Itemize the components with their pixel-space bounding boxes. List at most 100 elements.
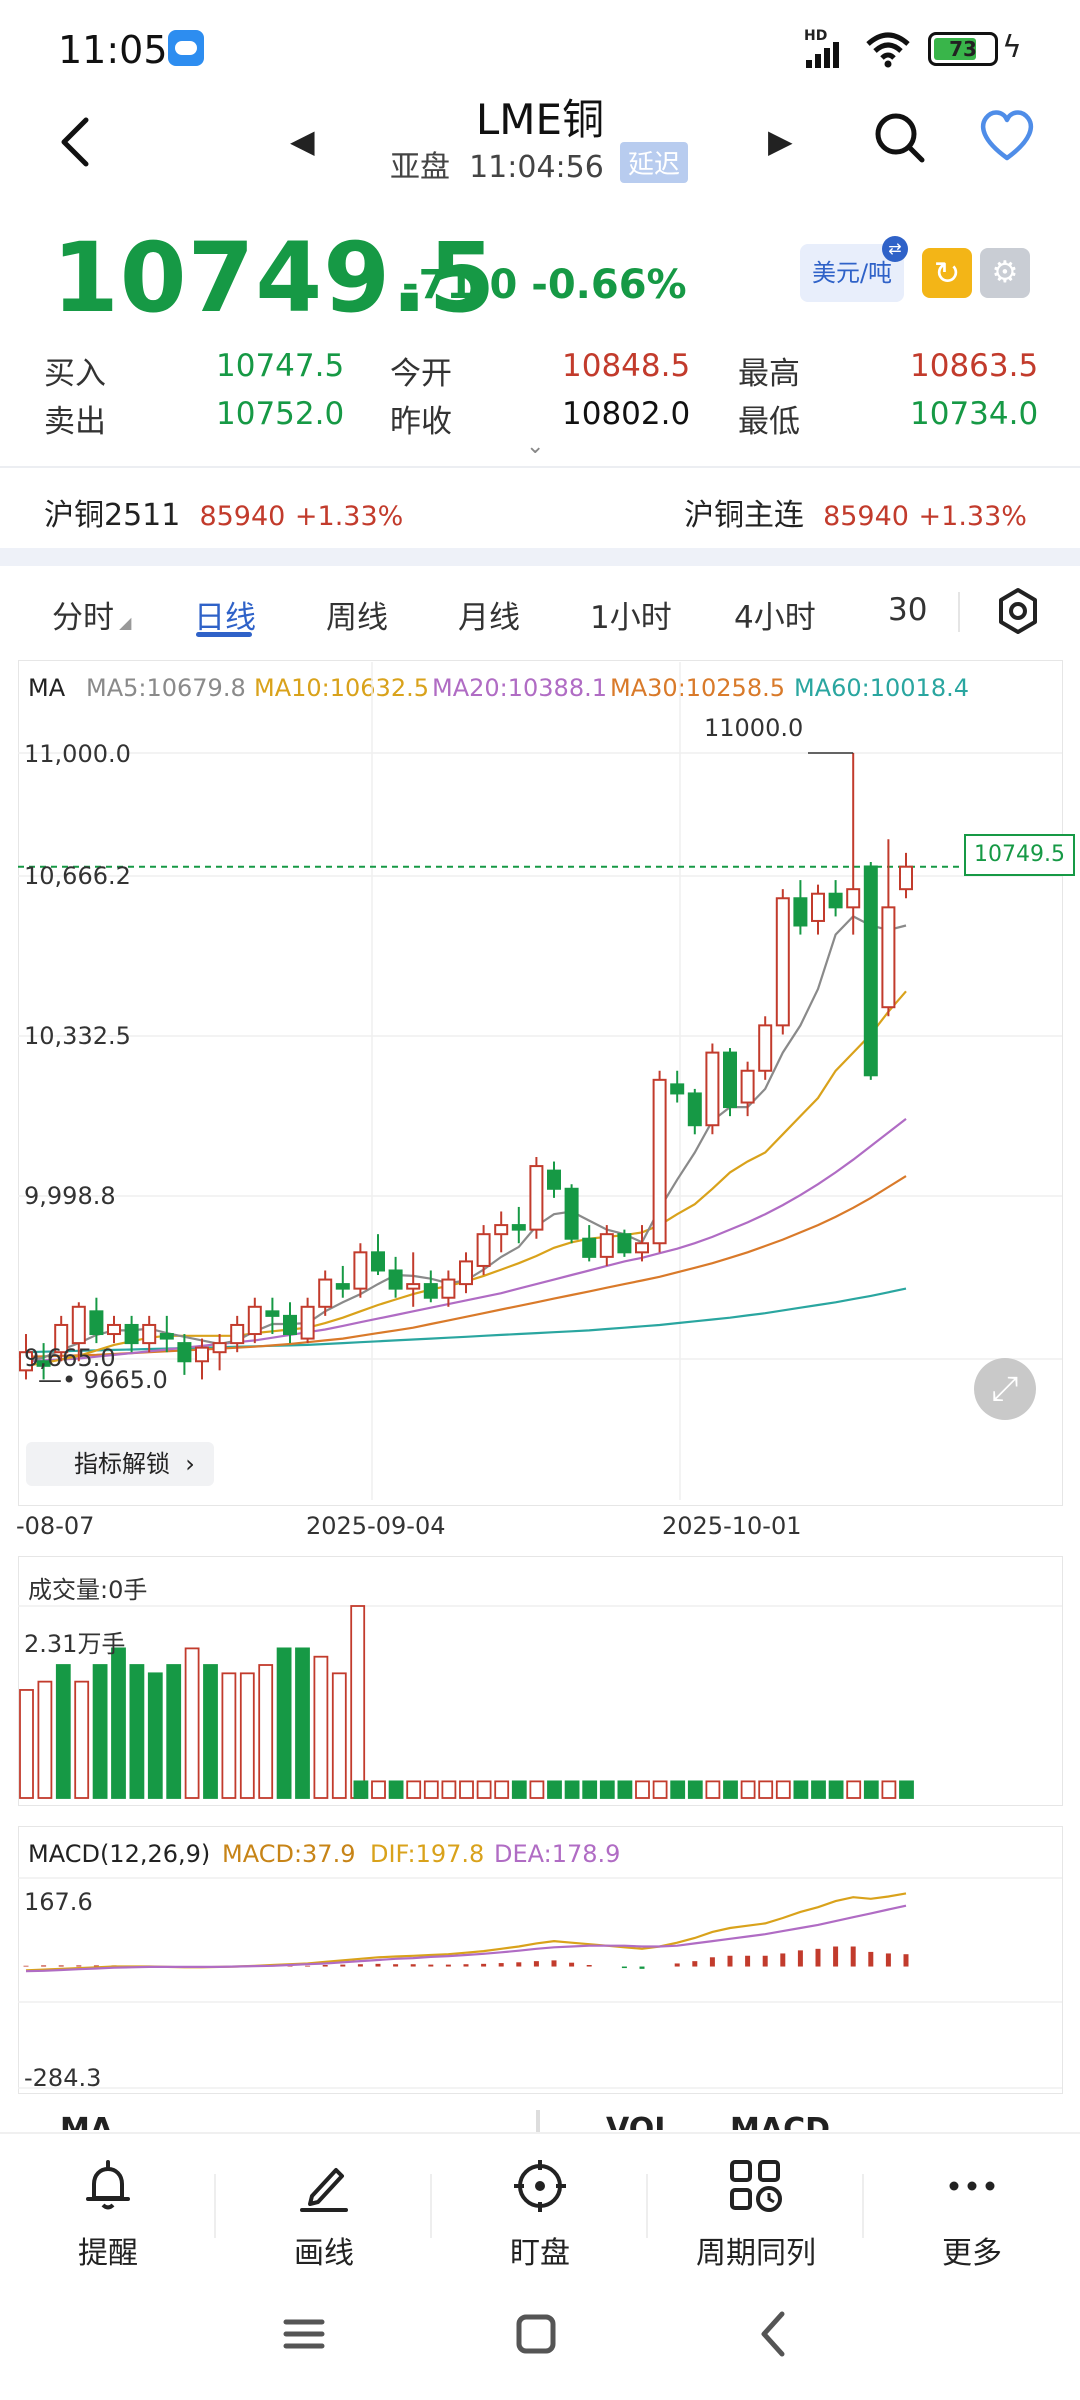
settings-circle-icon[interactable]: ⚙ [980,248,1030,298]
favorite-heart-icon[interactable] [978,108,1036,172]
volume-bar [811,1780,826,1799]
fullscreen-expand-icon[interactable]: ⤢ [974,1358,1036,1420]
volume-bar [617,1780,633,1799]
indicator-tab-vol[interactable]: VOL [606,2112,674,2130]
candle [230,1323,245,1345]
volume-bar [350,1605,366,1799]
swap-icon[interactable]: ⇄ [882,236,908,262]
indicator-unlock-label: 指标解锁 [74,1450,170,1478]
candle [177,1342,192,1363]
dea-line [25,1904,907,1973]
expand-chevron-down-icon[interactable]: ⌄ [526,434,545,459]
kline-chart[interactable] [0,0,1080,2100]
volume-bar [723,1780,738,1799]
candle [212,1342,227,1354]
last-price: 10749.5 [52,222,497,334]
candle [687,1092,702,1127]
candle [670,1083,685,1095]
candle [124,1323,139,1345]
back-button[interactable] [56,112,96,184]
toolbar-more-button[interactable]: 更多 [892,2156,1052,2272]
toolbar-divider [0,2132,1080,2134]
high-label: 最高 [738,356,800,392]
volume-bar [846,1780,862,1799]
x-tick-label: 2025-09-04 [306,1512,446,1540]
macd-y-tick: -284.3 [24,2064,102,2092]
toolbar-draw-button[interactable]: 画线 [244,2156,404,2272]
related-name: 沪铜2511 [44,498,181,533]
volume-bar [793,1780,809,1799]
indicator-tab-divider [536,2110,540,2134]
tab-4hour[interactable]: 4小时 [734,600,816,636]
more-icon [949,2181,995,2191]
toolbar-watch-button[interactable]: 盯盘 [460,2156,620,2272]
ma10-line [25,990,907,1367]
page-title: LME铜 [475,95,605,144]
volume-bar [758,1780,774,1799]
tab-daily[interactable]: 日线 [194,600,256,636]
related-pct: +1.33% [918,501,1027,532]
candle [423,1283,438,1299]
indicator-unlock-button[interactable]: 指标解锁 › [26,1442,214,1486]
volume-bar [476,1780,492,1799]
indicator-tab-macd[interactable]: MACD [730,2112,830,2130]
related-contract-1[interactable]: 沪铜2511 85940 +1.33% [44,490,403,534]
toolbar-alert-button[interactable]: 提醒 [28,2156,188,2272]
volume-y-tick: 2.31万手 [24,1630,126,1658]
candle [459,1260,473,1286]
candle [247,1305,262,1336]
volume-bar [705,1780,721,1799]
candle [811,892,825,922]
search-icon[interactable] [872,110,926,164]
y-tick-label: 10,666.2 [24,862,131,890]
prev-close-value: 10802.0 [562,396,691,432]
tab-monthly[interactable]: 月线 [458,600,520,636]
candle [300,1305,315,1340]
candle [705,1051,720,1127]
menu-nav-icon[interactable] [274,2304,334,2364]
tab-intraday[interactable]: 分时 ◢ [52,600,132,636]
volume-bar [239,1672,255,1799]
next-contract-arrow-icon[interactable]: ▶ [768,122,793,160]
toolbar-period-compare-button[interactable]: 周期同列 [676,2156,836,2272]
related-contract-2[interactable]: 沪铜主连 85940 +1.33% [684,490,1027,534]
candle [635,1242,649,1254]
volume-bar [221,1672,237,1799]
active-tab-underline [196,632,252,637]
volume-bar [459,1780,474,1799]
related-pct: +1.33% [294,501,404,532]
prev-contract-arrow-icon[interactable]: ◀ [290,122,315,160]
candle [388,1269,403,1290]
y-tick-label: 10,332.5 [24,1022,131,1050]
macd-title: MACD(12,26,9) [28,1840,211,1868]
tab-weekly[interactable]: 周线 [326,600,388,636]
candle [89,1310,104,1336]
back-nav-icon[interactable] [744,2304,804,2364]
candle [19,1351,33,1372]
candle [529,1165,544,1231]
chart-settings-icon[interactable] [996,586,1040,636]
tab-30[interactable]: 30 [888,592,928,628]
indicator-tab-ma[interactable]: MA [60,2112,114,2130]
candle [863,865,878,1077]
candle [107,1323,121,1336]
home-nav-icon[interactable] [506,2304,566,2364]
tab-1hour[interactable]: 1小时 [590,600,672,636]
volume-bar [203,1664,218,1799]
high-value: 10863.5 [910,348,1039,384]
volume-bar [775,1780,791,1799]
low-label: 最低 [738,404,800,440]
toolbar-label: 更多 [942,2236,1002,2271]
weather-app-icon [168,30,204,66]
candle [335,1283,350,1290]
refresh-icon[interactable]: ↻ [922,248,972,298]
candle [793,897,808,927]
candle [547,1169,561,1190]
volume-bar [899,1780,914,1799]
pen-icon [300,2168,348,2212]
toolbar-label: 提醒 [78,2236,138,2271]
charging-icon: ϟ [1002,30,1022,65]
section-divider [0,548,1080,566]
macd-chart-frame [18,1826,1063,2094]
battery-icon: 73 [928,32,998,66]
